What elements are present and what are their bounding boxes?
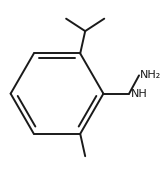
Text: NH₂: NH₂ [140, 70, 162, 80]
Text: NH: NH [130, 89, 147, 99]
